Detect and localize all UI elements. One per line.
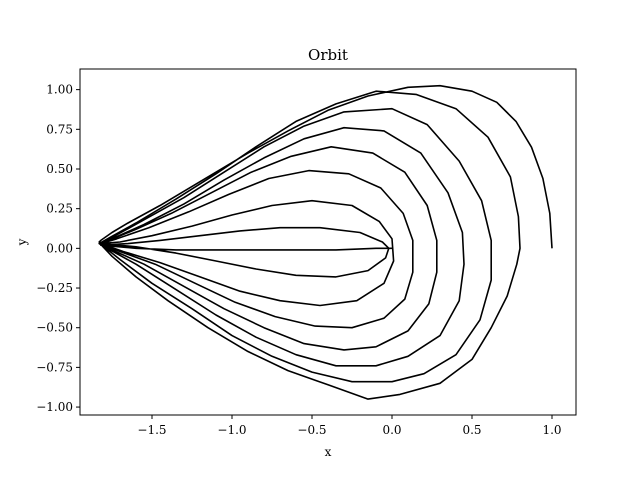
y-tick-label: −0.50 — [36, 321, 73, 335]
y-tick-label: 0.50 — [46, 162, 73, 176]
chart-title: Orbit — [308, 46, 348, 64]
orbit-line-1 — [98, 84, 553, 400]
y-axis-ticks: −1.00 −0.75 −0.50 −0.25 0.00 0.25 0.50 0.75 1.00 — [36, 83, 80, 414]
x-axis-ticks: −1.5 −1.0 −0.5 0.0 0.5 1.0 — [137, 415, 562, 437]
x-tick-label: −1.0 — [217, 423, 246, 437]
x-tick-label: −1.5 — [137, 423, 166, 437]
y-tick-label: −1.00 — [36, 400, 73, 414]
x-tick-label: 0.0 — [382, 423, 401, 437]
y-tick-label: 0.75 — [46, 122, 73, 136]
y-tick-label: −0.25 — [36, 281, 73, 295]
plot-marks — [98, 84, 553, 400]
x-tick-label: 0.5 — [462, 423, 481, 437]
x-tick-label: −0.5 — [297, 423, 326, 437]
y-tick-label: 0.25 — [46, 202, 73, 216]
x-tick-label: 1.0 — [542, 423, 561, 437]
y-tick-label: −0.75 — [36, 360, 73, 374]
y-tick-label: 0.00 — [46, 241, 73, 255]
x-axis-label: x — [325, 445, 332, 459]
y-tick-label: 1.00 — [46, 83, 73, 97]
plot-frame — [79, 68, 577, 416]
y-axis-label: y — [15, 238, 29, 246]
